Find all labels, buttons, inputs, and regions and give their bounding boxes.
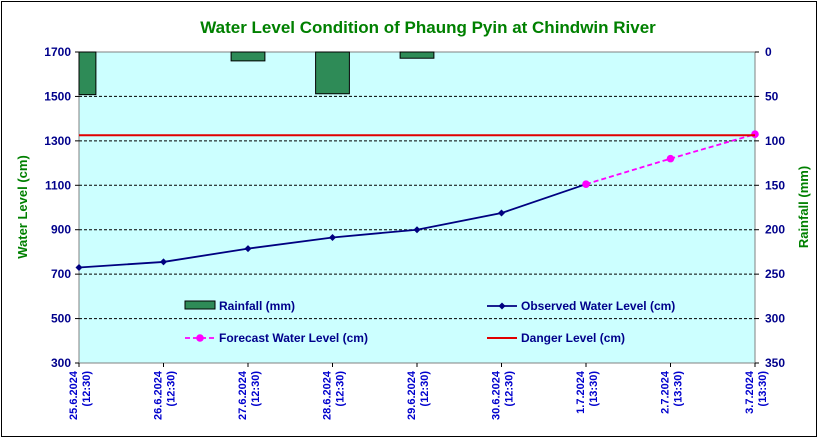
x-tick-time: (12:30) xyxy=(419,371,431,407)
legend-entry: Forecast Water Level (cm) xyxy=(185,331,368,345)
observed-point xyxy=(75,263,83,271)
right-tick-label: 100 xyxy=(765,134,785,148)
left-tick-label: 500 xyxy=(51,312,71,326)
x-tick-label: 28.6.2024 (12:30) xyxy=(322,370,347,420)
forecast-point xyxy=(666,154,675,163)
legend-marker xyxy=(196,334,204,342)
x-tick-time: (13:30) xyxy=(757,371,769,407)
right-tick-label: 0 xyxy=(765,45,772,59)
right-tick-label: 300 xyxy=(765,312,785,326)
x-tick-label: 26.6.2024 (12:30) xyxy=(153,370,178,420)
legend-entry: Danger Level (cm) xyxy=(487,331,625,345)
forecast-point xyxy=(751,130,759,138)
right-tick-label: 150 xyxy=(765,178,785,192)
x-tick-time: (12:30) xyxy=(166,371,178,407)
x-tick-label: 25.6.2024 (12:30) xyxy=(68,370,93,420)
water-level-lines xyxy=(75,130,759,271)
right-tick-label: 200 xyxy=(765,223,785,237)
x-tick-date: 27.6.2024 xyxy=(237,370,249,420)
legend-label: Rainfall (mm) xyxy=(219,299,295,313)
forecast-point xyxy=(582,180,590,188)
rainfall-bars xyxy=(78,51,435,96)
legend-label: Danger Level (cm) xyxy=(521,331,625,345)
legend-swatch-rainfall xyxy=(184,300,216,310)
legend-marker xyxy=(498,302,506,310)
x-tick-label: 2.7.2024 (13:30) xyxy=(660,370,685,414)
x-tick-time: (12:30) xyxy=(504,371,516,407)
left-tick-label: 700 xyxy=(51,267,71,281)
left-tick-label: 1500 xyxy=(44,89,71,103)
x-tick-label: 1.7.2024 (13:30) xyxy=(575,370,600,414)
x-tick-date: 25.6.2024 xyxy=(68,370,80,420)
x-tick-time: (13:30) xyxy=(588,371,600,407)
observed-point xyxy=(498,209,505,217)
chart-title: Water Level Condition of Phaung Pyin at … xyxy=(200,18,656,37)
x-tick-time: (12:30) xyxy=(81,371,93,407)
x-axis-ticks: 25.6.2024 (12:30) 26.6.2024 (12:30) 27.6.202… xyxy=(68,363,769,420)
left-tick-label: 1700 xyxy=(44,45,71,59)
observed-point xyxy=(329,233,336,241)
x-tick-time: (13:30) xyxy=(673,371,685,407)
left-tick-label: 300 xyxy=(51,356,71,370)
rainfall-bar xyxy=(315,51,350,95)
x-tick-date: 30.6.2024 xyxy=(491,370,503,420)
legend-entry: Rainfall (mm) xyxy=(184,299,295,313)
observed-point xyxy=(244,245,252,253)
x-tick-label: 3.7.2024 (13:30) xyxy=(744,370,769,414)
x-tick-time: (12:30) xyxy=(335,371,347,407)
x-tick-date: 29.6.2024 xyxy=(406,370,418,420)
legend-entry: Observed Water Level (cm) xyxy=(487,299,675,313)
left-tick-label: 1300 xyxy=(44,134,71,148)
right-tick-label: 250 xyxy=(765,267,785,281)
right-tick-label: 50 xyxy=(765,89,779,103)
plot-area xyxy=(78,51,756,364)
x-tick-date: 2.7.2024 xyxy=(660,370,672,414)
right-axis-ticks: 0 50 100 150 200 250 300 350 xyxy=(755,45,785,370)
rainfall-bar xyxy=(399,51,435,59)
right-tick-label: 350 xyxy=(765,356,785,370)
left-tick-label: 900 xyxy=(51,223,71,237)
y-axis-label-right: Rainfall (mm) xyxy=(796,166,811,248)
x-tick-label: 30.6.2024 (12:30) xyxy=(491,370,516,420)
left-tick-label: 1100 xyxy=(45,178,71,192)
observed-point xyxy=(413,226,421,234)
observed-point xyxy=(160,258,167,266)
x-tick-time: (12:30) xyxy=(250,371,262,407)
x-tick-date: 28.6.2024 xyxy=(322,370,334,420)
legend: Rainfall (mm) Observed Water Level (cm) Fo… xyxy=(184,299,675,345)
x-tick-date: 3.7.2024 xyxy=(744,370,756,414)
rainfall-bar xyxy=(78,51,97,96)
x-tick-date: 26.6.2024 xyxy=(153,370,165,420)
y-axis-label-left: Water Level (cm) xyxy=(15,155,30,259)
left-axis-ticks: 1700 1500 1300 1100 900 700 500 300 xyxy=(44,45,79,370)
legend-label: Forecast Water Level (cm) xyxy=(219,331,368,345)
rainfall-bar xyxy=(230,51,266,62)
x-tick-date: 1.7.2024 xyxy=(575,370,587,414)
x-tick-label: 27.6.2024 (12:30) xyxy=(237,370,262,420)
x-tick-label: 29.6.2024 (12:30) xyxy=(406,370,431,420)
legend-label: Observed Water Level (cm) xyxy=(521,299,675,313)
